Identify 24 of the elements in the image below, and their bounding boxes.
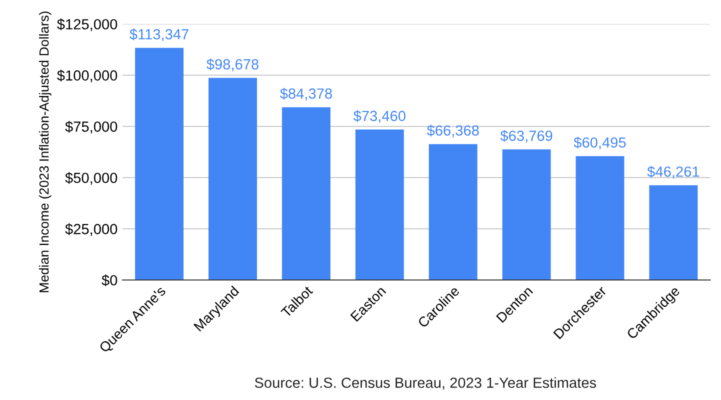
data-label: $66,368 bbox=[426, 124, 479, 138]
y-tick-label: $75,000 bbox=[65, 120, 118, 134]
data-label: $46,261 bbox=[647, 166, 700, 179]
data-label: $63,769 bbox=[500, 130, 552, 143]
bar bbox=[649, 185, 698, 280]
source-note: Source: U.S. Census Bureau, 2023 1-Year Estimates bbox=[254, 377, 596, 390]
data-label: $98,678 bbox=[206, 58, 258, 72]
y-tick-label: $25,000 bbox=[65, 223, 118, 236]
y-axis-title: Median Income (2023 Inflation-Adjusted Dollars) bbox=[39, 12, 52, 292]
bar bbox=[576, 156, 624, 280]
y-tick-label: $125,000 bbox=[57, 18, 118, 32]
data-label: $84,378 bbox=[280, 88, 332, 100]
bar bbox=[282, 107, 330, 280]
y-tick-label: $0 bbox=[102, 274, 118, 286]
bar bbox=[135, 48, 184, 280]
bar bbox=[502, 149, 551, 280]
bar bbox=[208, 78, 257, 280]
bar bbox=[428, 144, 478, 280]
y-tick-label: $100,000 bbox=[57, 70, 118, 82]
y-tick-label: $50,000 bbox=[65, 172, 118, 185]
data-label: $60,495 bbox=[574, 136, 626, 150]
data-label: $73,460 bbox=[353, 110, 406, 123]
data-label: $113,347 bbox=[130, 28, 188, 42]
bar bbox=[355, 130, 404, 280]
